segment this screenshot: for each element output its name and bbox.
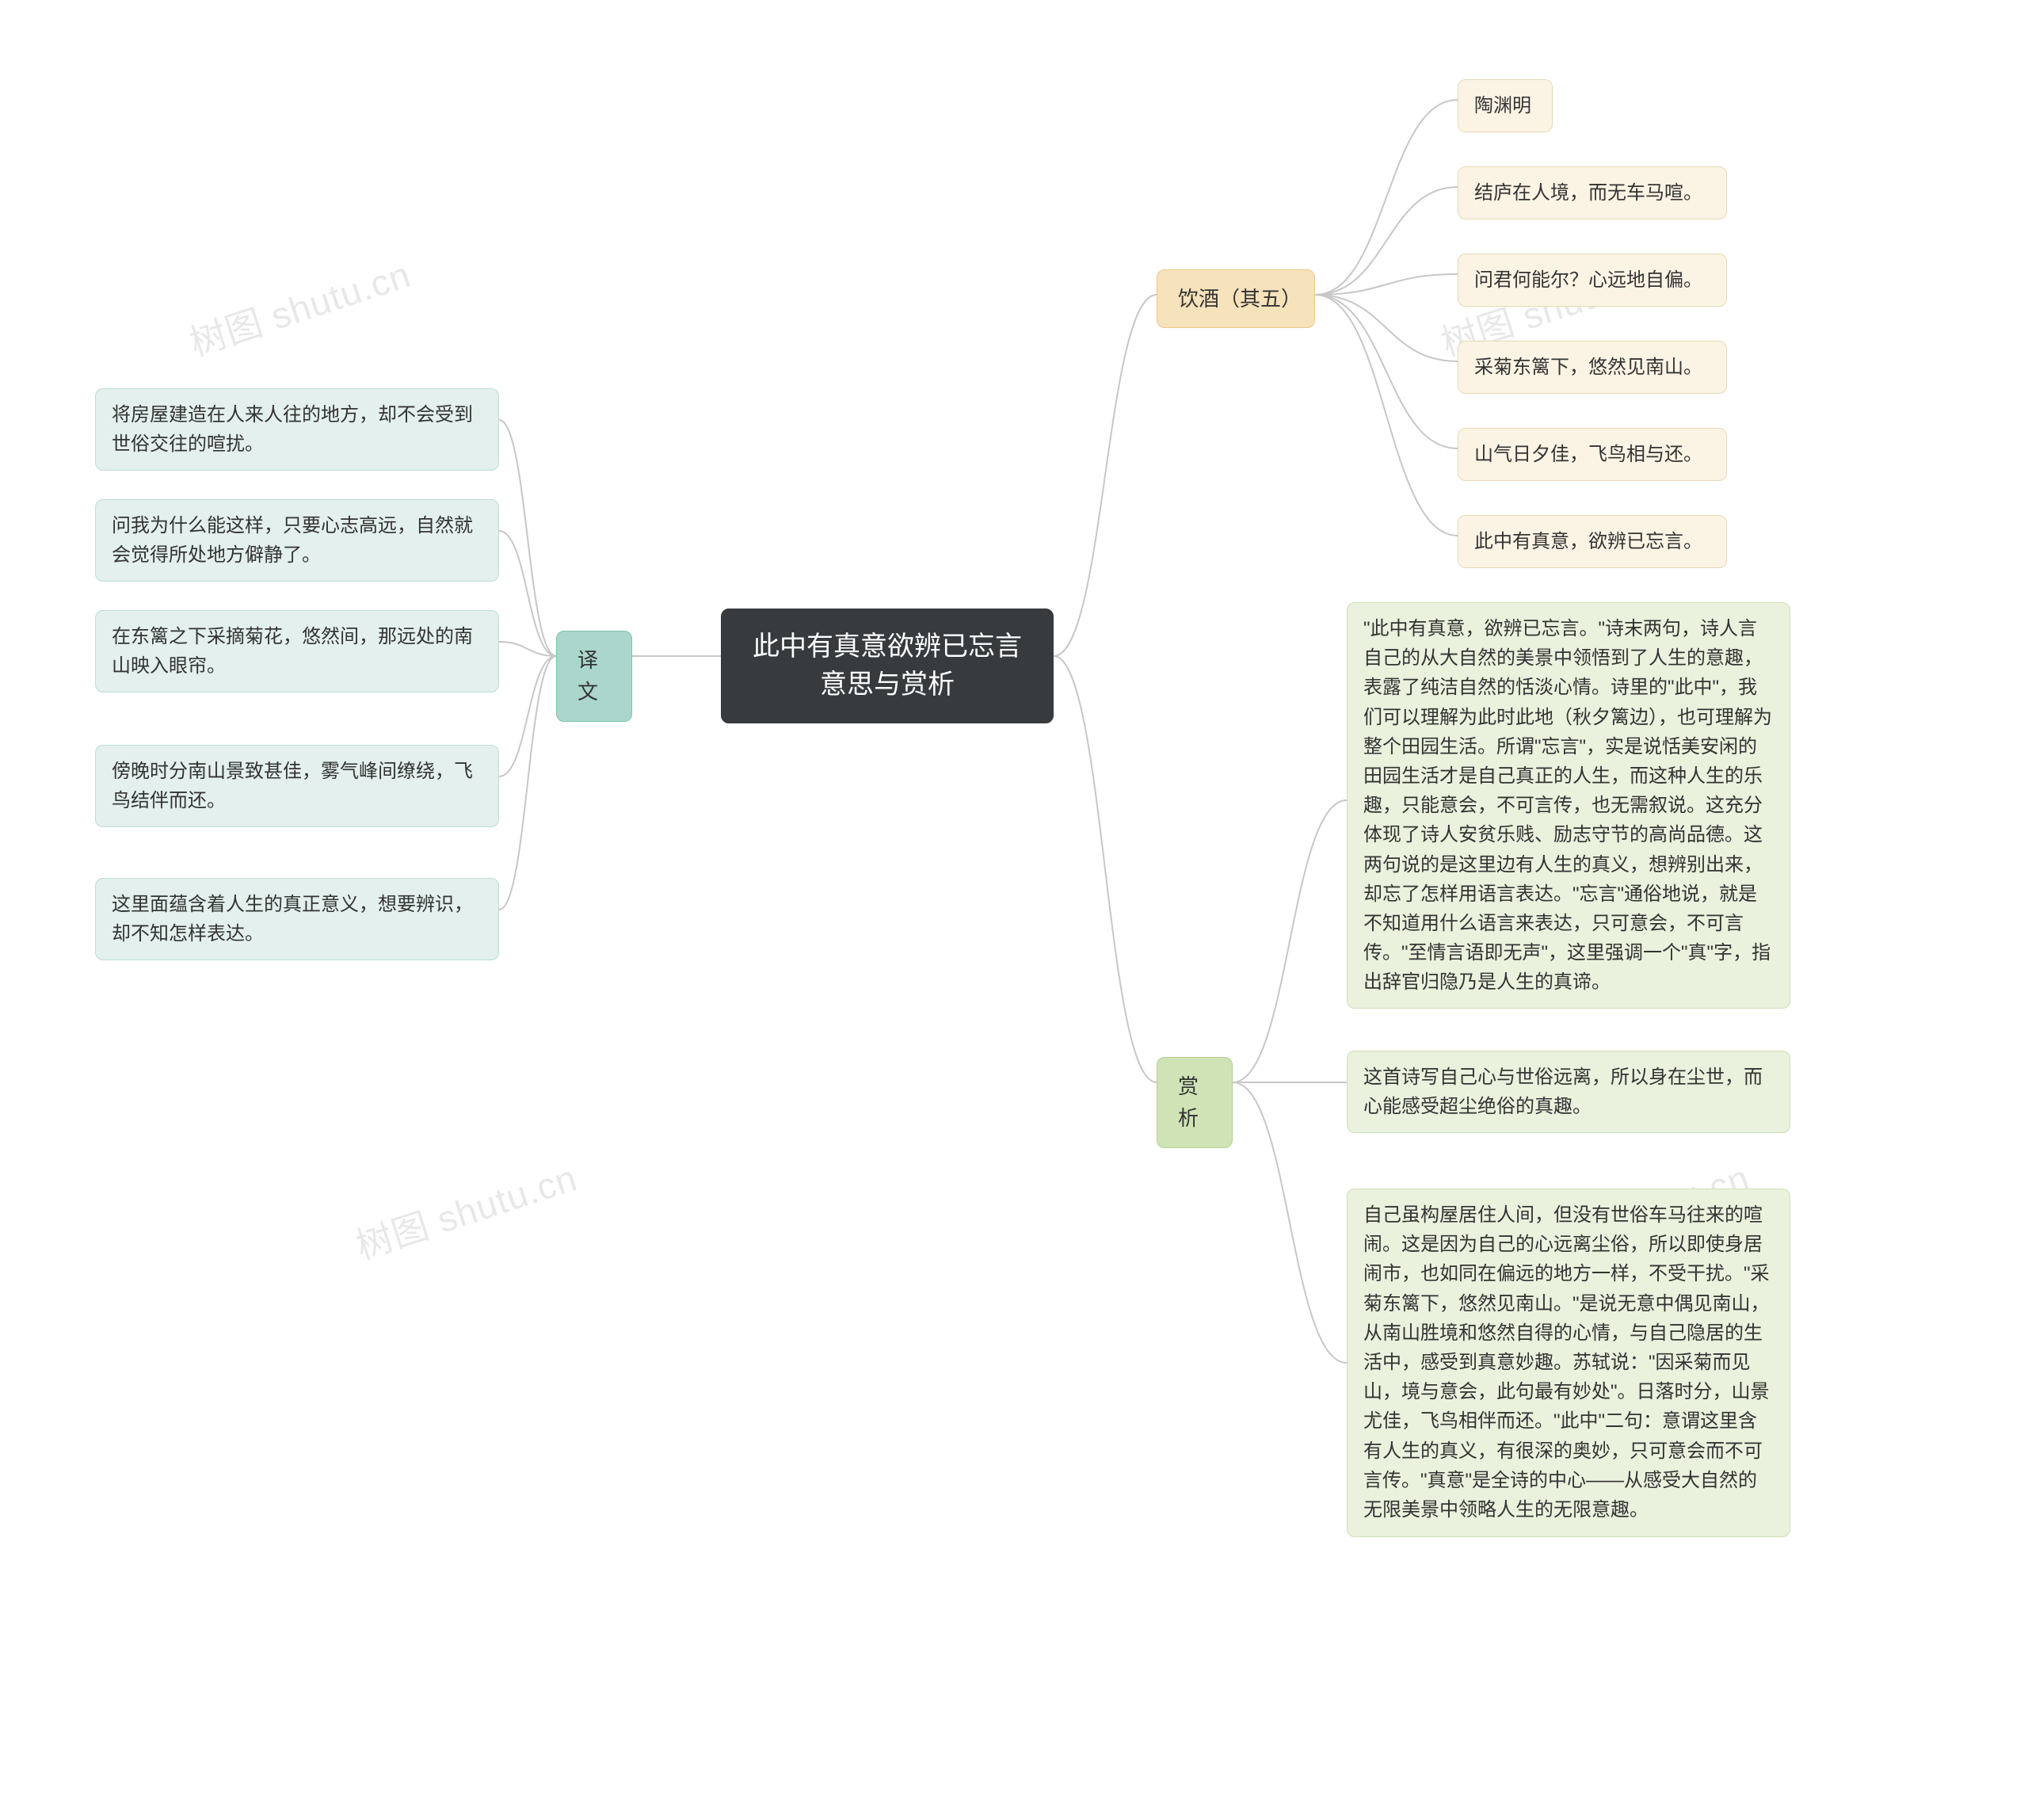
branch-translation[interactable]: 译文 xyxy=(556,631,632,722)
root-node[interactable]: 此中有真意欲辨已忘言意思与赏析 xyxy=(721,609,1054,723)
poem-leaf: 陶渊明 xyxy=(1458,79,1553,132)
analysis-leaf: 这首诗写自己心与世俗远离，所以身在尘世，而心能感受超尘绝俗的真趣。 xyxy=(1347,1051,1790,1133)
translation-leaf: 在东篱之下采摘菊花，悠然间，那远处的南山映入眼帘。 xyxy=(95,610,499,693)
poem-leaf: 采菊东篱下，悠然见南山。 xyxy=(1458,341,1727,394)
translation-leaf: 这里面蕴含着人生的真正意义，想要辨识，却不知怎样表达。 xyxy=(95,878,499,960)
poem-leaf: 山气日夕佳，飞鸟相与还。 xyxy=(1458,428,1727,481)
watermark: 树图 shutu.cn xyxy=(349,1149,583,1269)
watermark: 树图 shutu.cn xyxy=(182,246,417,366)
branch-analysis[interactable]: 赏析 xyxy=(1157,1057,1233,1148)
translation-leaf: 将房屋建造在人来人往的地方，却不会受到世俗交往的喧扰。 xyxy=(95,388,499,471)
poem-leaf: 结庐在人境，而无车马喧。 xyxy=(1458,166,1727,219)
poem-leaf: 此中有真意，欲辨已忘言。 xyxy=(1458,515,1727,568)
translation-leaf: 傍晚时分南山景致甚佳，雾气峰间缭绕，飞鸟结伴而还。 xyxy=(95,745,499,827)
analysis-leaf: 自己虽构屋居住人间，但没有世俗车马往来的喧闹。这是因为自己的心远离尘俗，所以即使… xyxy=(1347,1189,1790,1537)
mindmap-canvas: 树图 shutu.cn树图 shutu.cn树图 shutu.cn树图 shut… xyxy=(0,0,2028,1820)
branch-poem[interactable]: 饮酒（其五） xyxy=(1157,269,1315,328)
translation-leaf: 问我为什么能这样，只要心志高远，自然就会觉得所处地方僻静了。 xyxy=(95,499,499,582)
analysis-leaf: "此中有真意，欲辨已忘言。"诗末两句，诗人言自己的从大自然的美景中领悟到了人生的… xyxy=(1347,602,1790,1009)
poem-leaf: 问君何能尔？心远地自偏。 xyxy=(1458,254,1727,307)
